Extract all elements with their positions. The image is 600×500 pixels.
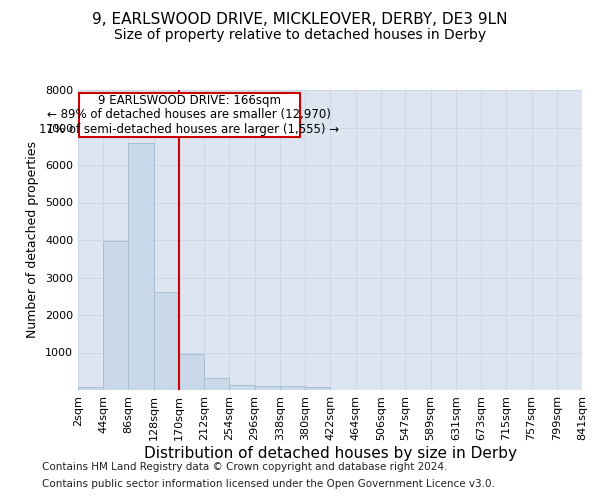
Bar xyxy=(179,354,204,390)
Bar xyxy=(305,387,331,390)
Text: Contains public sector information licensed under the Open Government Licence v3: Contains public sector information licen… xyxy=(42,479,495,489)
Text: Contains HM Land Registry data © Crown copyright and database right 2024.: Contains HM Land Registry data © Crown c… xyxy=(42,462,448,472)
Text: 9 EARLSWOOD DRIVE: 166sqm: 9 EARLSWOOD DRIVE: 166sqm xyxy=(98,94,281,107)
Bar xyxy=(78,387,103,390)
Text: 11% of semi-detached houses are larger (1,555) →: 11% of semi-detached houses are larger (… xyxy=(39,123,339,136)
Bar xyxy=(128,142,154,390)
Text: 9, EARLSWOOD DRIVE, MICKLEOVER, DERBY, DE3 9LN: 9, EARLSWOOD DRIVE, MICKLEOVER, DERBY, D… xyxy=(92,12,508,28)
Text: Size of property relative to detached houses in Derby: Size of property relative to detached ho… xyxy=(114,28,486,42)
FancyBboxPatch shape xyxy=(79,93,300,137)
Bar xyxy=(280,386,305,390)
X-axis label: Distribution of detached houses by size in Derby: Distribution of detached houses by size … xyxy=(143,446,517,460)
Bar xyxy=(204,378,229,390)
Text: ← 89% of detached houses are smaller (12,970): ← 89% of detached houses are smaller (12… xyxy=(47,108,331,122)
Bar xyxy=(254,386,280,390)
Bar xyxy=(103,241,128,390)
Y-axis label: Number of detached properties: Number of detached properties xyxy=(26,142,40,338)
Bar xyxy=(154,292,179,390)
Bar xyxy=(229,385,254,390)
